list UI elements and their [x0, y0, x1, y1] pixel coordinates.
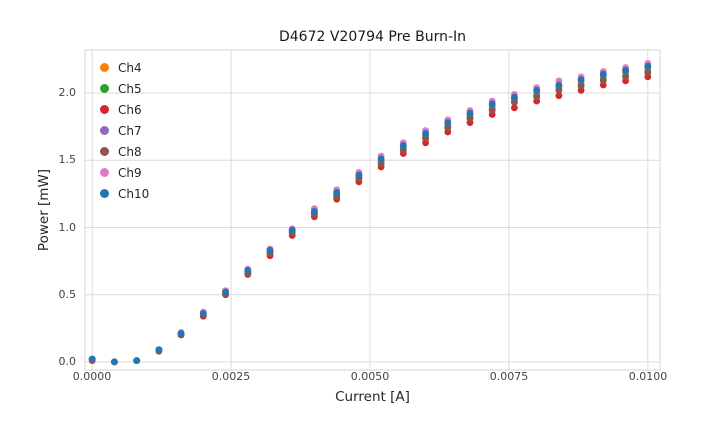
- data-point-ch10: [555, 81, 563, 89]
- data-point-ch10: [422, 130, 429, 137]
- data-point-ch8: [555, 86, 563, 94]
- chart-title: D4672 V20794 Pre Burn-In: [278, 29, 467, 45]
- data-point-ch10: [311, 207, 318, 215]
- legend-item-ch9: Ch9: [100, 162, 149, 183]
- data-point-ch10: [511, 93, 518, 101]
- x-tick-label: 0.0050: [350, 370, 390, 383]
- legend-item-ch7: Ch7: [100, 120, 149, 141]
- legend-label: Ch5: [118, 81, 142, 96]
- legend-marker-icon: [100, 126, 109, 135]
- data-point-ch8: [444, 124, 452, 132]
- data-point-ch10: [355, 171, 363, 179]
- plot-frame: [84, 49, 661, 371]
- legend-label: Ch4: [118, 60, 142, 75]
- data-point-ch8: [644, 69, 652, 77]
- data-point-ch8: [622, 73, 629, 81]
- data-point-ch10: [88, 355, 96, 363]
- data-point-ch10: [399, 142, 407, 149]
- data-point-ch10: [599, 70, 607, 78]
- x-tick-label: 0.0025: [211, 370, 251, 383]
- data-point-ch8: [466, 115, 474, 122]
- y-tick-label: 1.5: [58, 153, 77, 166]
- legend-marker-icon: [100, 168, 109, 177]
- legend-marker-icon: [100, 105, 109, 114]
- legend-label: Ch10: [118, 186, 150, 201]
- data-point-ch8: [577, 82, 585, 90]
- data-point-ch10: [577, 76, 585, 83]
- x-tick-label: 0.0075: [489, 370, 529, 383]
- legend-marker-icon: [100, 147, 109, 156]
- data-point-ch10: [133, 357, 141, 364]
- data-point-ch10: [533, 86, 541, 94]
- legend-label: Ch7: [118, 123, 142, 138]
- data-point-ch6: [555, 92, 563, 100]
- data-point-ch10: [155, 346, 163, 354]
- y-tick-label: 2.0: [58, 86, 77, 99]
- legend-item-ch8: Ch8: [100, 141, 149, 162]
- legend-item-ch6: Ch6: [100, 99, 149, 120]
- x-tick-label: 0.0100: [628, 370, 668, 383]
- data-point-ch10: [244, 267, 252, 274]
- legend-item-ch5: Ch5: [100, 78, 149, 99]
- data-point-ch10: [177, 330, 185, 338]
- legend-label: Ch6: [118, 102, 142, 117]
- legend-item-ch4: Ch4: [100, 57, 149, 78]
- legend-marker-icon: [100, 63, 109, 72]
- y-tick-label: 0.0: [58, 355, 77, 368]
- legend-label: Ch8: [118, 144, 142, 159]
- data-point-ch10: [266, 246, 274, 254]
- data-point-ch8: [511, 99, 518, 106]
- data-point-ch10: [488, 100, 496, 108]
- data-point-ch8: [488, 107, 496, 114]
- y-tick-label: 1.0: [58, 221, 77, 234]
- data-point-ch10: [288, 226, 296, 234]
- data-point-ch8: [377, 160, 385, 168]
- data-point-ch10: [333, 189, 341, 196]
- data-point-ch8: [599, 77, 607, 85]
- data-point-ch10: [622, 66, 629, 74]
- data-point-ch10: [377, 155, 385, 163]
- legend-item-ch10: Ch10: [100, 183, 149, 204]
- data-point-ch10: [199, 310, 207, 317]
- x-axis-label: Current [A]: [335, 389, 410, 405]
- data-point-ch8: [422, 135, 429, 143]
- data-point-ch10: [222, 288, 230, 296]
- legend-label: Ch9: [118, 165, 142, 180]
- data-point-ch6: [511, 104, 518, 112]
- legend: Ch4 Ch5 Ch6 Ch7 Ch8 Ch9 Ch10: [100, 57, 149, 204]
- data-point-ch10: [466, 109, 474, 117]
- data-point-ch10: [111, 358, 118, 366]
- data-point-ch8: [533, 93, 541, 101]
- data-point-ch10: [444, 119, 452, 126]
- x-tick-label: 0.0000: [72, 370, 112, 383]
- data-point-ch8: [399, 147, 407, 155]
- legend-marker-icon: [100, 84, 109, 93]
- data-point-ch10: [644, 62, 652, 70]
- y-tick-label: 0.5: [58, 288, 77, 301]
- y-axis-label: Power [mW]: [36, 168, 52, 252]
- legend-marker-icon: [100, 189, 109, 198]
